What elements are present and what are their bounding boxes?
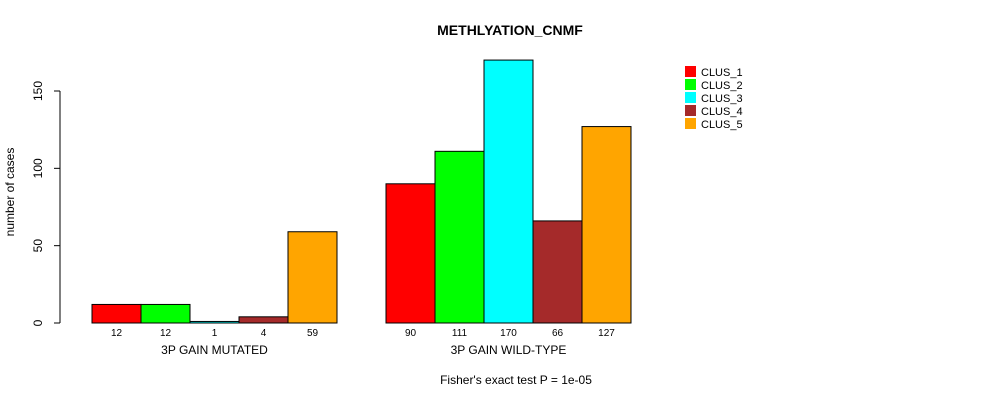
fisher-test-footnote: Fisher's exact test P = 1e-05 xyxy=(440,373,592,387)
bar-clus-1 xyxy=(91,303,142,324)
legend-label: CLUS_3 xyxy=(701,93,743,105)
bar-count-label: 59 xyxy=(307,328,319,339)
bar-count-label: 12 xyxy=(160,328,172,339)
bar-clus-5 xyxy=(581,126,632,324)
bar-clus-3 xyxy=(189,320,240,324)
y-tick-label: 150 xyxy=(31,81,45,101)
legend-label: CLUS_2 xyxy=(701,80,743,92)
bar-count-label: 90 xyxy=(405,328,417,339)
group-label: 3P GAIN MUTATED xyxy=(161,343,268,357)
bar-clus-4 xyxy=(238,316,289,324)
bar-count-label: 111 xyxy=(452,328,468,339)
legend-swatch xyxy=(685,105,696,116)
legend-swatch xyxy=(685,79,696,90)
bar-clus-5 xyxy=(287,231,338,324)
y-tick-label: 0 xyxy=(31,319,45,326)
bar-count-label: 66 xyxy=(552,328,564,339)
y-axis-label: number of cases xyxy=(3,148,17,237)
bar-count-label: 12 xyxy=(111,328,123,339)
legend-swatch xyxy=(685,92,696,103)
bar-count-label: 127 xyxy=(598,328,615,339)
plot-area: 0 50 100 150 12 12 1 4 59 3P GAIN MUTATED 90 111 170… xyxy=(31,59,632,357)
bar-clus-4 xyxy=(532,220,583,324)
chart-title: METHLYATION_CNMF xyxy=(437,22,583,38)
y-tick-label: 100 xyxy=(31,158,45,178)
legend-label: CLUS_5 xyxy=(701,119,743,131)
bar-clus-2 xyxy=(140,303,191,324)
bar-count-label: 170 xyxy=(500,328,517,339)
legend-swatch xyxy=(685,66,696,77)
bar-count-label: 4 xyxy=(261,328,267,339)
legend-label: CLUS_1 xyxy=(701,67,743,79)
bar-clus-1 xyxy=(385,183,436,324)
legend-swatch xyxy=(685,118,696,129)
bar-clus-3 xyxy=(483,59,534,324)
legend-label: CLUS_4 xyxy=(701,106,743,118)
bar-count-label: 1 xyxy=(212,328,218,339)
group-label: 3P GAIN WILD-TYPE xyxy=(451,343,567,357)
bar-clus-2 xyxy=(434,150,485,324)
y-tick-label: 50 xyxy=(31,239,45,253)
